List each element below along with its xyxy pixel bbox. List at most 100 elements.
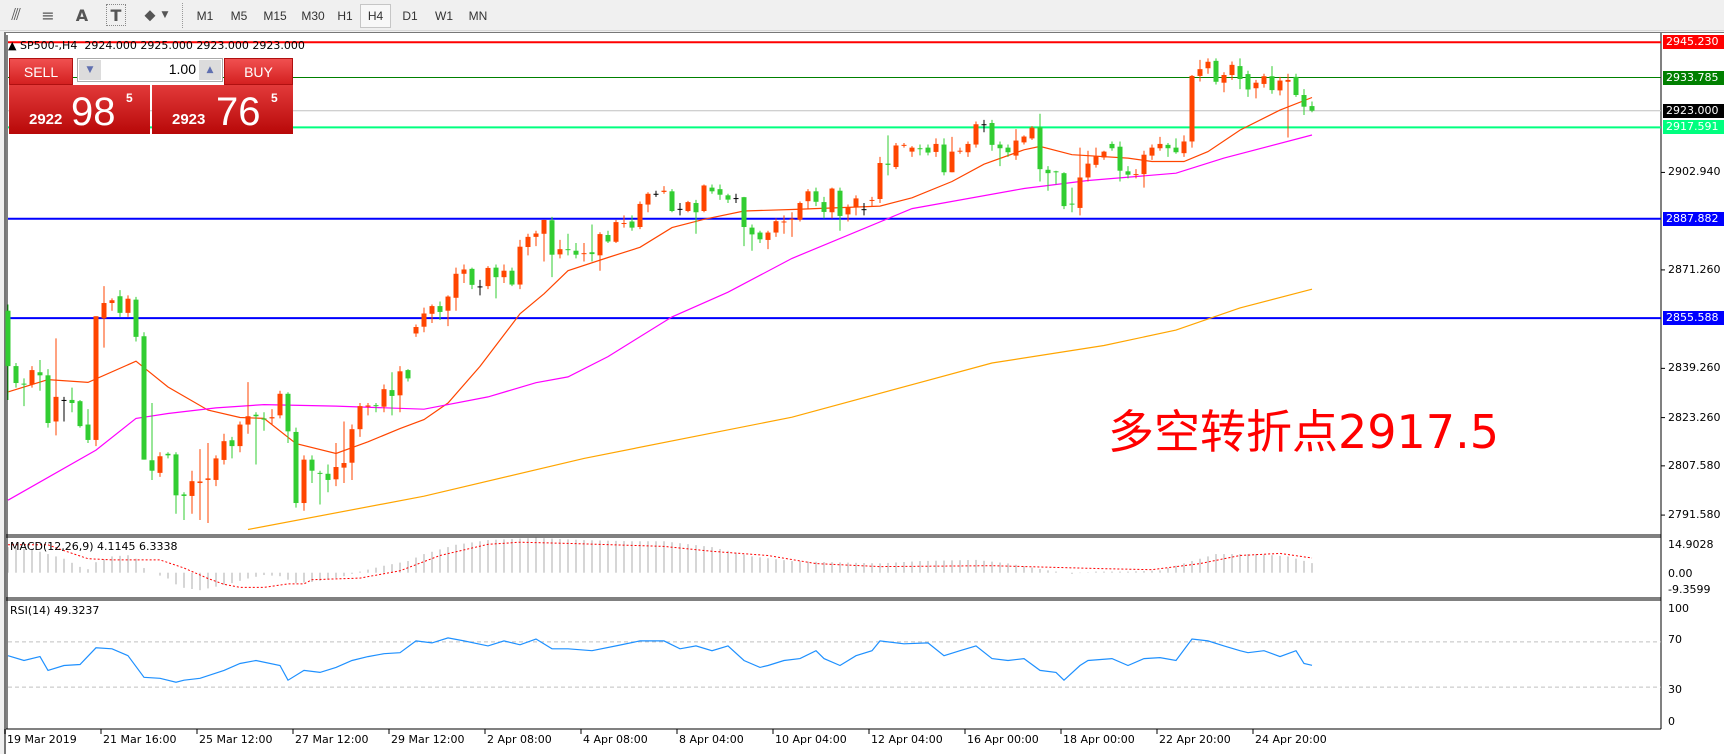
candle (229, 436, 235, 459)
candle-body (757, 232, 763, 240)
toolbar-separator (182, 3, 184, 28)
candle (829, 187, 835, 219)
candle (517, 239, 523, 290)
candle-body (517, 246, 523, 285)
price-line-label: 2917.591 (1663, 120, 1724, 135)
lot-increase-icon[interactable]: ▲ (199, 60, 221, 80)
candle-body (821, 202, 827, 212)
candle (757, 230, 763, 244)
candle (693, 199, 699, 234)
timeframe-m30[interactable]: M30 (301, 9, 325, 23)
lot-size-input[interactable]: 1.00 (168, 61, 196, 77)
candle-body (853, 198, 859, 208)
sell-button[interactable]: SELL (9, 58, 73, 85)
time-axis-label: 16 Apr 00:00 (967, 733, 1039, 746)
candle (1301, 89, 1307, 116)
candle (861, 203, 867, 216)
candle-body (1077, 177, 1083, 208)
candle (1101, 150, 1107, 160)
time-axis-label: 29 Mar 12:00 (391, 733, 465, 746)
candle-body (1013, 140, 1019, 156)
candle-body (373, 405, 379, 407)
candle-body (1037, 127, 1043, 170)
sell-price-box[interactable]: 2922 98 5 (9, 85, 150, 134)
candle (773, 218, 779, 237)
collapse-triangle-icon[interactable]: ▲ (8, 39, 17, 52)
timeframe-h1[interactable]: H1 (337, 9, 353, 23)
candle-body (837, 190, 843, 216)
candle-body (613, 222, 619, 242)
candle (717, 184, 723, 200)
candle-body (21, 383, 27, 385)
arrows-icon[interactable]: ⬥ (144, 5, 156, 24)
candle-body (677, 208, 683, 210)
candle-body (925, 147, 931, 153)
text-icon[interactable]: A (75, 5, 89, 25)
candle-body (1117, 146, 1123, 171)
candle-body (933, 143, 939, 152)
buy-button[interactable]: BUY (224, 58, 293, 85)
candle-body (1085, 163, 1091, 178)
candle (245, 382, 251, 434)
timeframe-m15[interactable]: M15 (263, 9, 287, 23)
candle (237, 421, 243, 453)
chevron-down-icon[interactable]: ▼ (161, 10, 169, 20)
candle-body (733, 198, 739, 200)
candle (197, 449, 203, 520)
candle-body (109, 300, 115, 304)
candle-body (1189, 75, 1195, 142)
macd-axis-zero: 0.00 (1668, 567, 1693, 580)
candle (93, 316, 99, 447)
candle-body (701, 185, 707, 212)
candle-body (1261, 76, 1267, 84)
candle-body (1109, 143, 1115, 149)
timeframe-d1[interactable]: D1 (402, 9, 418, 23)
candle (597, 232, 603, 271)
candle (1173, 138, 1179, 154)
candle (293, 427, 299, 508)
candle (1181, 135, 1187, 157)
elliott-wave-icon[interactable]: ⫻ (11, 5, 21, 24)
candle (1157, 136, 1163, 151)
candle-body (637, 203, 643, 228)
candle-body (877, 163, 883, 200)
candle (661, 186, 667, 194)
candle (253, 412, 259, 465)
candle-body (85, 424, 91, 440)
fibonacci-icon[interactable]: ≡ (41, 5, 55, 25)
lot-decrease-icon[interactable]: ▼ (79, 60, 101, 80)
chart-window[interactable] (4, 32, 1724, 754)
candle-body (453, 273, 459, 298)
candle-body (117, 296, 123, 313)
candle (845, 204, 851, 222)
candle (1197, 59, 1203, 82)
candle (901, 143, 907, 148)
candle (1117, 141, 1123, 182)
lot-size-stepper[interactable]: ▼ 1.00 ▲ (77, 58, 223, 82)
candle-body (685, 202, 691, 212)
sell-price-big: 98 (71, 90, 116, 134)
candle (269, 409, 275, 425)
candle (837, 187, 843, 231)
candle (869, 196, 875, 207)
candle (941, 138, 947, 176)
buy-price-box[interactable]: 2923 76 5 (152, 85, 293, 134)
timeframe-h4[interactable]: H4 (360, 4, 391, 28)
timeframe-m1[interactable]: M1 (196, 9, 214, 23)
candle (669, 189, 675, 213)
candle (1045, 166, 1051, 191)
candle-body (269, 417, 275, 419)
candle-body (845, 207, 851, 215)
timeframe-w1[interactable]: W1 (435, 9, 453, 23)
candle-body (893, 145, 899, 168)
time-axis-label: 12 Apr 04:00 (871, 733, 943, 746)
buy-price-prefix: 2923 (172, 111, 206, 128)
candle (557, 239, 563, 259)
text-label-icon[interactable]: T (106, 4, 126, 26)
candle (749, 224, 755, 251)
candle (1221, 72, 1227, 93)
timeframe-mn[interactable]: MN (468, 9, 488, 23)
candle (1141, 150, 1147, 188)
macd-axis-min: -9.3599 (1668, 583, 1711, 596)
timeframe-m5[interactable]: M5 (230, 9, 248, 23)
